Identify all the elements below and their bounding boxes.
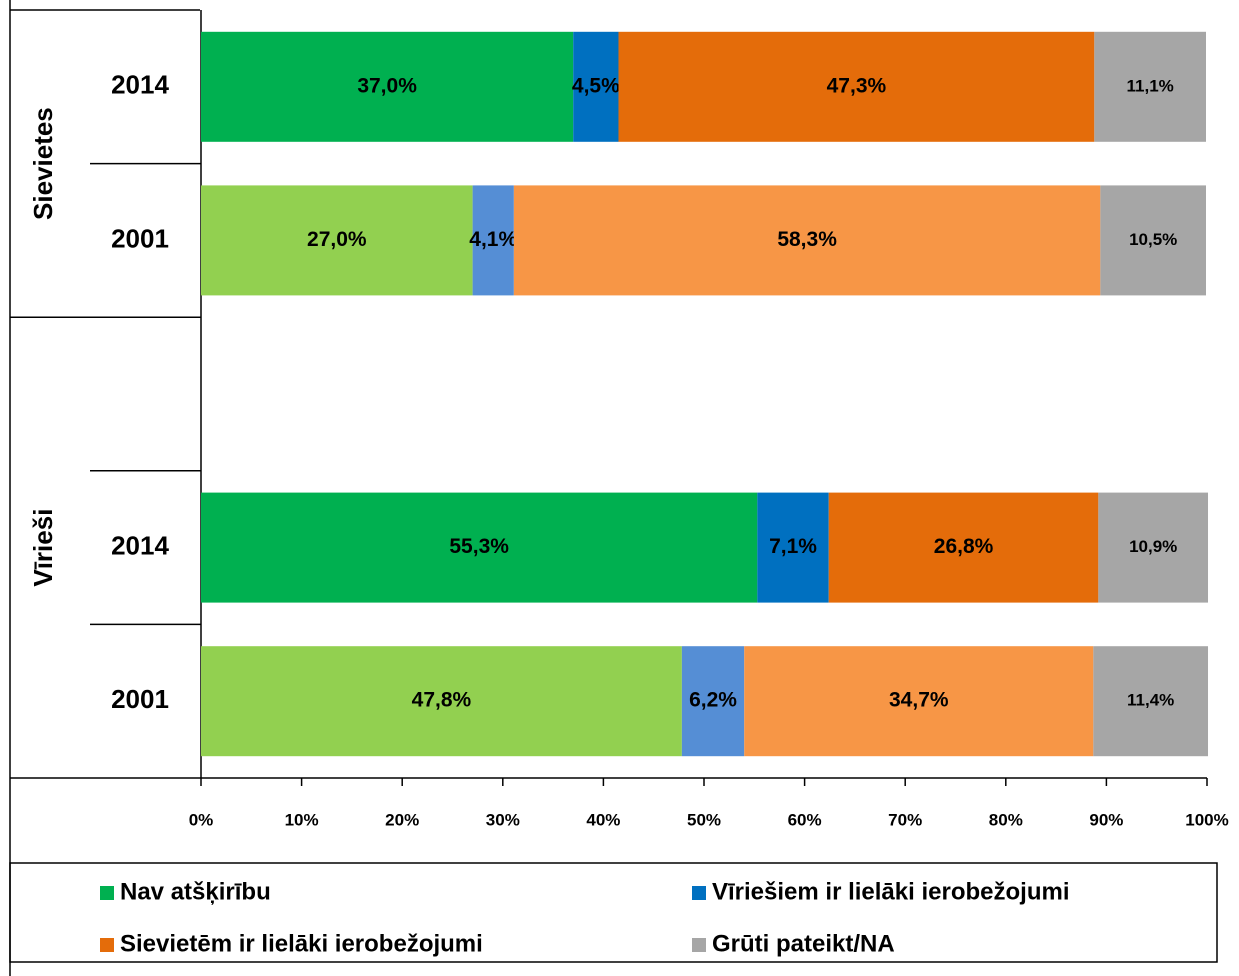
legend-label: Nav atšķirību xyxy=(120,878,271,905)
data-label: 4,5% xyxy=(572,74,620,97)
y-tick-label: 2014 xyxy=(111,70,169,100)
x-tick-label: 40% xyxy=(586,810,620,829)
y-tick-label: 2001 xyxy=(111,223,169,253)
data-label: 47,3% xyxy=(827,74,887,97)
bar-segment xyxy=(201,185,473,296)
legend-marker xyxy=(100,886,114,900)
x-tick-label: 90% xyxy=(1089,810,1123,829)
data-label: 10,9% xyxy=(1129,537,1177,556)
bar-segment xyxy=(201,646,682,757)
legend-label: Grūti pateikt/NA xyxy=(712,930,895,957)
legend-marker xyxy=(692,886,706,900)
y-tick-label: 2001 xyxy=(111,684,169,714)
x-tick-label: 80% xyxy=(989,810,1023,829)
data-label: 26,8% xyxy=(934,535,994,558)
x-tick-label: 60% xyxy=(788,810,822,829)
data-label: 55,3% xyxy=(449,535,509,558)
x-tick-label: 30% xyxy=(486,810,520,829)
bar-segment xyxy=(513,185,1101,296)
bar-segment xyxy=(1098,492,1209,603)
legend-box xyxy=(9,862,1218,963)
bar-segment xyxy=(201,31,574,142)
data-label: 7,1% xyxy=(769,535,817,558)
x-tick-label: 50% xyxy=(687,810,721,829)
bar-segment xyxy=(472,185,514,296)
data-label: 27,0% xyxy=(307,228,367,251)
bar-segment xyxy=(744,646,1094,757)
data-label: 6,2% xyxy=(689,689,737,712)
bar-segment xyxy=(1093,646,1209,757)
data-label: 11,1% xyxy=(1127,76,1174,95)
bar-segment xyxy=(757,492,829,603)
data-label: 4,1% xyxy=(469,228,517,251)
bar-segment xyxy=(1100,185,1206,296)
y-tick-label: 2014 xyxy=(111,530,169,560)
bar-segment xyxy=(618,31,1095,142)
data-label: 10,5% xyxy=(1129,230,1177,249)
x-tick-label: 10% xyxy=(285,810,319,829)
x-tick-label: 20% xyxy=(385,810,419,829)
legend-label: Sievietēm ir lielāki ierobežojumi xyxy=(120,930,483,957)
bar-segment xyxy=(828,492,1099,603)
bar-segment xyxy=(681,646,745,757)
x-tick-label: 70% xyxy=(888,810,922,829)
data-label: 58,3% xyxy=(777,228,837,251)
bar-segment xyxy=(573,31,619,142)
data-label: 37,0% xyxy=(357,74,417,97)
bar-segment xyxy=(1094,31,1206,142)
legend-label: Vīriešiem ir lielāki ierobežojumi xyxy=(712,878,1069,905)
legend-marker xyxy=(100,938,114,952)
x-tick-label: 100% xyxy=(1185,810,1228,829)
legend-marker xyxy=(692,938,706,952)
data-label: 11,4% xyxy=(1127,691,1174,710)
data-label: 47,8% xyxy=(412,689,472,712)
x-tick-label: 0% xyxy=(189,810,214,829)
bar-segment xyxy=(201,492,758,603)
group-label: Sievietes xyxy=(28,107,58,220)
data-label: 34,7% xyxy=(889,689,949,712)
group-label: Vīrieši xyxy=(28,509,58,587)
